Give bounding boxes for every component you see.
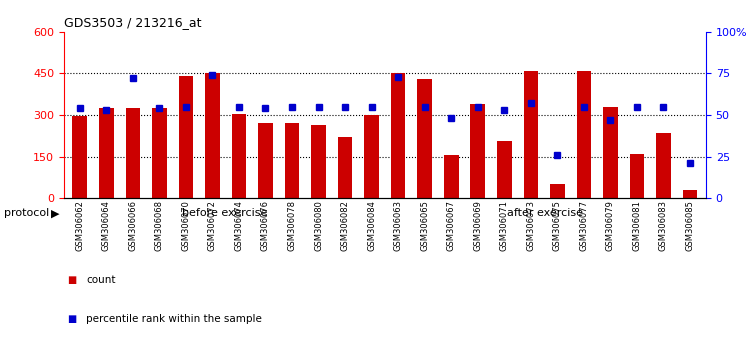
Bar — [205, 74, 220, 198]
Bar — [338, 137, 352, 198]
Bar — [603, 107, 618, 198]
Bar — [656, 133, 671, 198]
Text: ■: ■ — [68, 314, 77, 324]
Bar — [683, 190, 698, 198]
Bar — [231, 114, 246, 198]
Bar — [497, 141, 511, 198]
Bar — [152, 108, 167, 198]
Bar — [470, 104, 485, 198]
Bar — [550, 184, 565, 198]
Text: count: count — [86, 275, 116, 285]
Bar — [577, 71, 591, 198]
Bar — [125, 108, 140, 198]
Bar — [72, 116, 87, 198]
Bar — [418, 79, 432, 198]
Text: after exercise: after exercise — [508, 208, 584, 218]
Bar — [523, 71, 538, 198]
Text: protocol: protocol — [4, 208, 49, 218]
Text: ▶: ▶ — [51, 208, 59, 218]
Bar — [364, 115, 379, 198]
Bar — [391, 74, 406, 198]
Text: percentile rank within the sample: percentile rank within the sample — [86, 314, 262, 324]
Bar — [629, 154, 644, 198]
Text: before exercise: before exercise — [182, 208, 267, 218]
Bar — [99, 108, 113, 198]
Bar — [311, 125, 326, 198]
Text: GDS3503 / 213216_at: GDS3503 / 213216_at — [64, 16, 201, 29]
Bar — [285, 124, 300, 198]
Bar — [258, 124, 273, 198]
Text: ■: ■ — [68, 275, 77, 285]
Bar — [444, 155, 459, 198]
Bar — [179, 76, 193, 198]
